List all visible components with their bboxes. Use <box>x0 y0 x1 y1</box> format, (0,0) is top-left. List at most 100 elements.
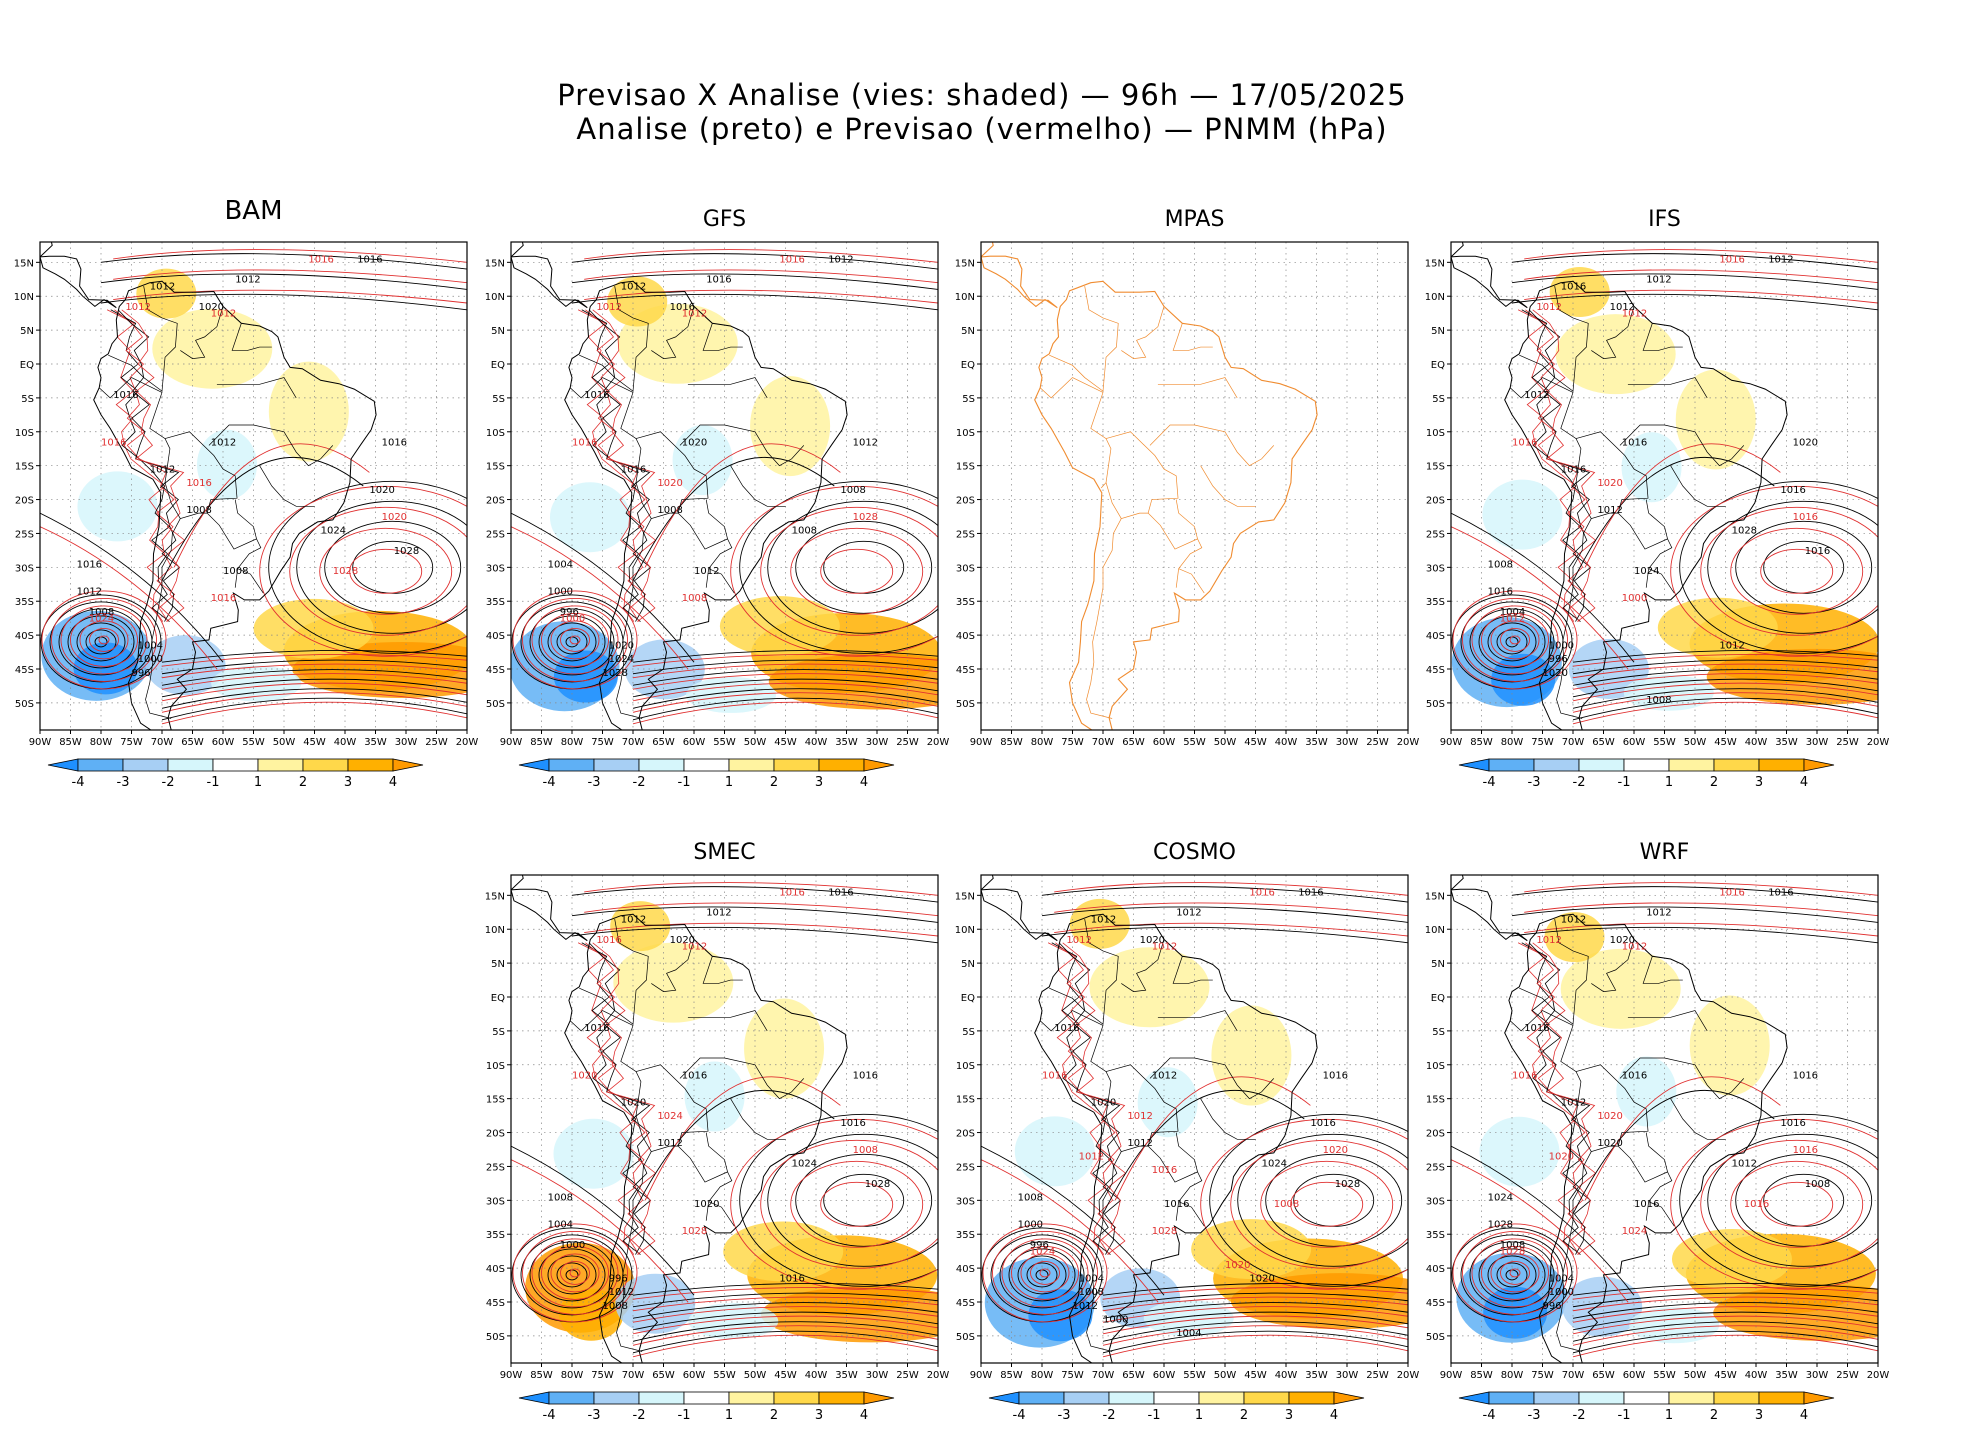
analysis-isobar-label: 1012 <box>853 437 878 448</box>
analysis-isobar-label: 1016 <box>1054 1023 1079 1034</box>
lon-tick-label: 90W <box>1440 1370 1463 1381</box>
lon-tick-label: 25W <box>896 1370 919 1381</box>
analysis-isobar-label: 1012 <box>1561 914 1586 925</box>
lat-tick-label: 35S <box>956 1230 975 1241</box>
colorbar-label: -3 <box>1058 1408 1071 1423</box>
bias-blob <box>1706 648 1878 705</box>
panel-title-ifs: IFS <box>1648 207 1681 232</box>
colorbar-label: 2 <box>1710 1408 1718 1423</box>
analysis-isobar-label: 1012 <box>1176 908 1201 919</box>
bias-blob <box>1544 912 1605 963</box>
map-panel-mpas: 15N 10N 5N EQ 5S 10S 15S 20S 25S 30S 35S 40S 45S 50S 9… <box>955 241 1419 748</box>
lon-tick-label: 50W <box>273 737 296 748</box>
lon-tick-label: 50W <box>1214 1370 1237 1381</box>
lon-tick-label: 70W <box>1092 737 1115 748</box>
lat-tick-label: 10S <box>1426 428 1445 439</box>
lon-tick-label: 55W <box>1183 1370 1206 1381</box>
colorbar-label: -2 <box>1103 1408 1116 1423</box>
analysis-isobar-label: 1000 <box>138 654 163 665</box>
analysis-isobar-label: 996 <box>1549 654 1568 665</box>
analysis-isobar-label: 1016 <box>1780 1118 1805 1129</box>
forecast-isobar-label: 1020 <box>572 1070 597 1081</box>
lon-tick-label: 50W <box>1684 737 1707 748</box>
lon-tick-label: 55W <box>242 737 265 748</box>
colorbar-segment <box>302 758 349 772</box>
lon-tick-label: 70W <box>622 737 645 748</box>
colorbar-segment <box>1018 1391 1065 1405</box>
analysis-isobar-label: 1016 <box>1780 485 1805 496</box>
analysis-isobar-label: 1016 <box>779 1274 804 1285</box>
forecast-isobar-label: 1020 <box>1323 1145 1348 1156</box>
analysis-isobar-label: 1008 <box>1500 1240 1525 1251</box>
lat-tick-label: 10N <box>485 292 505 303</box>
bias-blob <box>1623 674 1714 711</box>
bias-blob <box>1629 1307 1720 1344</box>
lon-tick-label: 50W <box>1684 1370 1707 1381</box>
forecast-isobar-label: 1028 <box>333 566 358 577</box>
lat-tick-label: 5S <box>1432 394 1445 405</box>
colorbar-label: 4 <box>860 1408 868 1423</box>
forecast-isobar-label: 1012 <box>682 942 707 953</box>
colorbar-arrow-low <box>988 1391 1020 1405</box>
lon-tick-label: 25W <box>1366 737 1389 748</box>
lon-tick-label: 75W <box>591 737 614 748</box>
isobars <box>1451 882 1878 1358</box>
analysis-isobar-label: 1024 <box>1488 1192 1513 1203</box>
lon-tick-label: 55W <box>713 1370 736 1381</box>
analysis-isobar-label: 1020 <box>1091 1097 1116 1108</box>
analysis-isobar-label: 1004 <box>548 1219 573 1230</box>
forecast-isobar-label: 1016 <box>779 254 804 265</box>
analysis-isobar-label: 1012 <box>657 1138 682 1149</box>
coastline <box>1451 242 1788 730</box>
contour-labels: 1016101210121016101610201016101610201012… <box>548 887 891 1311</box>
analysis-isobar-label: 1000 <box>548 586 573 597</box>
colorbar-label: -1 <box>207 775 220 790</box>
colorbar-label: 3 <box>1285 1408 1293 1423</box>
analysis-isobar-label: 1016 <box>1805 546 1830 557</box>
analysis-isobar-label: 1012 <box>1524 390 1549 401</box>
lon-tick-label: 85W <box>1000 737 1023 748</box>
colorbar-label: 3 <box>1755 1408 1763 1423</box>
analysis-isobar-label: 1012 <box>1152 1070 1177 1081</box>
analysis-isobar-label: 1000 <box>560 1240 585 1251</box>
lon-tick-label: 30W <box>1336 1370 1359 1381</box>
lon-tick-label: 65W <box>1122 1370 1145 1381</box>
lon-tick-label: 20W <box>456 737 479 748</box>
colorbar-segment <box>548 758 595 772</box>
analysis-isobar-label: 1024 <box>321 525 346 536</box>
contour-labels: 1012101210161012101610121020101610161012… <box>1488 254 1831 706</box>
lon-tick-label: 40W <box>1275 737 1298 748</box>
colorbar-label: -2 <box>162 775 175 790</box>
colorbar-segment <box>1288 1391 1335 1405</box>
colorbar-label: -3 <box>1528 1408 1541 1423</box>
colorbar-arrow-high <box>1803 758 1835 772</box>
lon-tick-label: 20W <box>1867 737 1890 748</box>
lat-tick-label: 40S <box>1426 1264 1445 1275</box>
lon-tick-label: 65W <box>1592 1370 1615 1381</box>
lon-tick-label: 80W <box>1501 737 1524 748</box>
analysis-isobar-label: 1008 <box>603 1301 628 1312</box>
forecast-isobar-label: 1024 <box>1622 1226 1647 1237</box>
forecast-isobar-label: 1012 <box>1127 1111 1152 1122</box>
analysis-isobar-label: 1016 <box>1561 464 1586 475</box>
lat-tick-label: 40S <box>1426 631 1445 642</box>
lat-tick-label: 50S <box>1426 699 1445 710</box>
analysis-isobar-label: 1012 <box>621 914 646 925</box>
analysis-isobar-label: 1028 <box>1732 525 1757 536</box>
map-panel-cosmo: 1016101210121016101210201016101610201012… <box>955 874 1419 1381</box>
colorbar-segment <box>212 758 259 772</box>
colorbar-label: -4 <box>1483 775 1496 790</box>
lat-tick-label: 25S <box>956 1162 975 1173</box>
analysis-isobar-label: 996 <box>609 1274 628 1285</box>
lat-tick-label: 15N <box>1425 258 1445 269</box>
lon-tick-label: 60W <box>212 737 235 748</box>
lat-tick-label: 5N <box>1431 326 1445 337</box>
analysis-isobar-label: 1028 <box>1488 1219 1513 1230</box>
lon-tick-label: 70W <box>151 737 174 748</box>
lon-tick-label: 90W <box>1440 737 1463 748</box>
contour-labels: 1016101210121016101210201016101610201012… <box>1018 887 1361 1339</box>
lat-tick-label: 20S <box>1426 1129 1445 1140</box>
lon-tick-label: 85W <box>530 737 553 748</box>
coastline <box>1451 875 1788 1363</box>
forecast-isobar-label: 1012 <box>211 309 236 320</box>
